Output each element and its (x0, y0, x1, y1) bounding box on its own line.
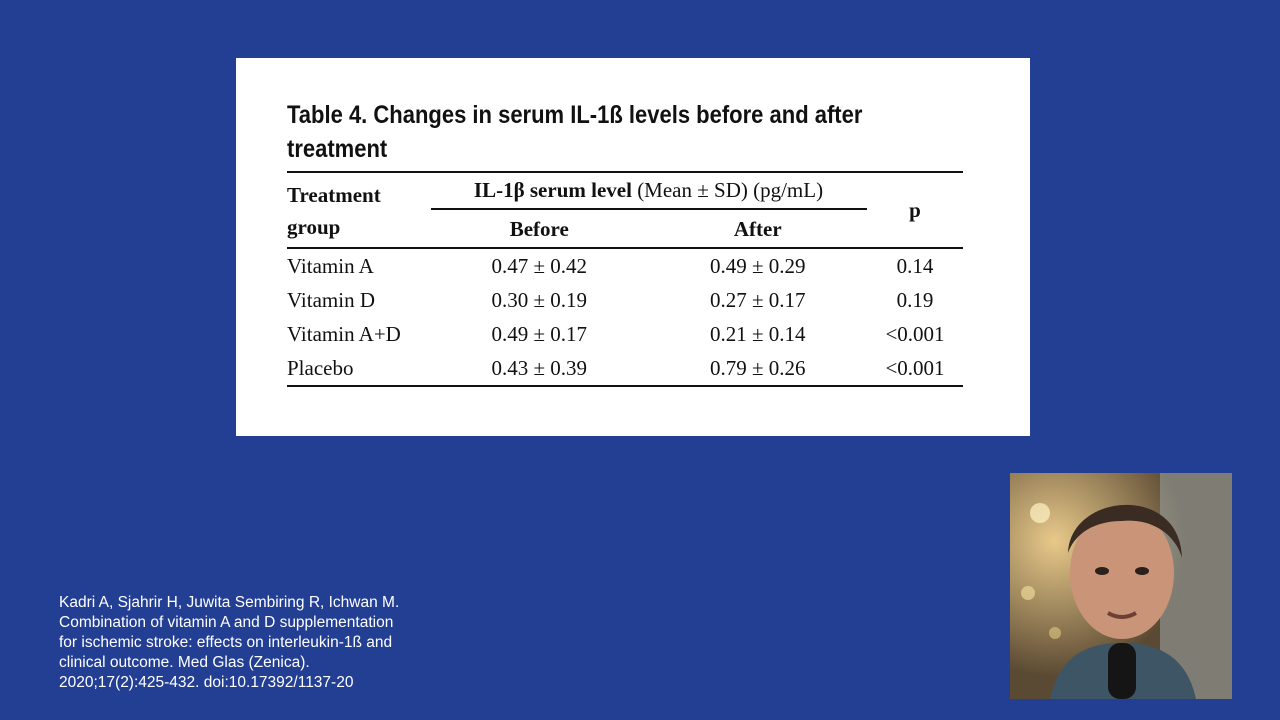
table-title: Table 4. Changes in serum IL-1ß levels b… (287, 101, 863, 163)
row-after: 0.79 ± 0.26 (648, 351, 867, 387)
row-group: Vitamin A+D (287, 321, 401, 346)
table-row: Vitamin A 0.47 ± 0.42 0.49 ± 0.29 0.14 (287, 248, 963, 283)
after-header: After (648, 211, 867, 249)
before-header: Before (430, 211, 649, 249)
row-after: 0.27 ± 0.17 (709, 287, 806, 312)
citation-line: 2020;17(2):425-432. doi:10.17392/1137-20 (59, 674, 354, 691)
row-group: Vitamin A (287, 253, 374, 278)
row-before: 0.47 ± 0.42 (491, 253, 588, 278)
treatment-group-header-line2: group (287, 215, 341, 239)
presenter-illustration (1010, 473, 1232, 699)
row-group: Placebo (287, 351, 430, 387)
citation-line: Combination of vitamin A and D supplemen… (59, 614, 394, 631)
row-after: 0.49 ± 0.29 (709, 253, 806, 278)
row-p: <0.001 (867, 351, 963, 387)
presenter-video (1010, 473, 1232, 699)
serum-level-header-bold: IL-1β serum level (473, 178, 632, 202)
treatment-group-header-line1: Treatment (287, 183, 381, 207)
serum-level-header: IL-1β serum level (Mean ± SD) (pg/mL) (430, 171, 867, 211)
data-table: Treatment group IL-1β serum level (Mean … (287, 171, 963, 387)
serum-level-header-unit: (Mean ± SD) (pg/mL) (637, 178, 824, 202)
treatment-group-header: Treatment group (287, 171, 430, 249)
citation-line: clinical outcome. Med Glas (Zenica). (59, 654, 310, 671)
row-after: 0.21 ± 0.14 (709, 321, 806, 346)
row-group: Vitamin D (287, 287, 375, 312)
row-p: 0.19 (896, 287, 934, 312)
citation-line: for ischemic stroke: effects on interleu… (59, 634, 393, 651)
row-p: <0.001 (885, 321, 945, 346)
table-row: Vitamin A+D 0.49 ± 0.17 0.21 ± 0.14 <0.0… (287, 317, 963, 351)
citation-line: Kadri A, Sjahrir H, Juwita Sembiring R, … (59, 594, 400, 611)
table-card: Table 4. Changes in serum IL-1ß levels b… (236, 58, 1030, 436)
table-body: Vitamin A 0.47 ± 0.42 0.49 ± 0.29 0.14 V… (287, 248, 963, 387)
row-before: 0.30 ± 0.19 (491, 287, 588, 312)
row-p: 0.14 (896, 253, 934, 278)
row-before: 0.43 ± 0.39 (430, 351, 649, 387)
row-before: 0.49 ± 0.17 (491, 321, 588, 346)
table-row: Vitamin D 0.30 ± 0.19 0.27 ± 0.17 0.19 (287, 283, 963, 317)
citation: Kadri A, Sjahrir H, Juwita Sembiring R, … (59, 593, 489, 693)
table-row: Placebo 0.43 ± 0.39 0.79 ± 0.26 <0.001 (287, 351, 963, 387)
p-value-header: p (867, 171, 963, 249)
